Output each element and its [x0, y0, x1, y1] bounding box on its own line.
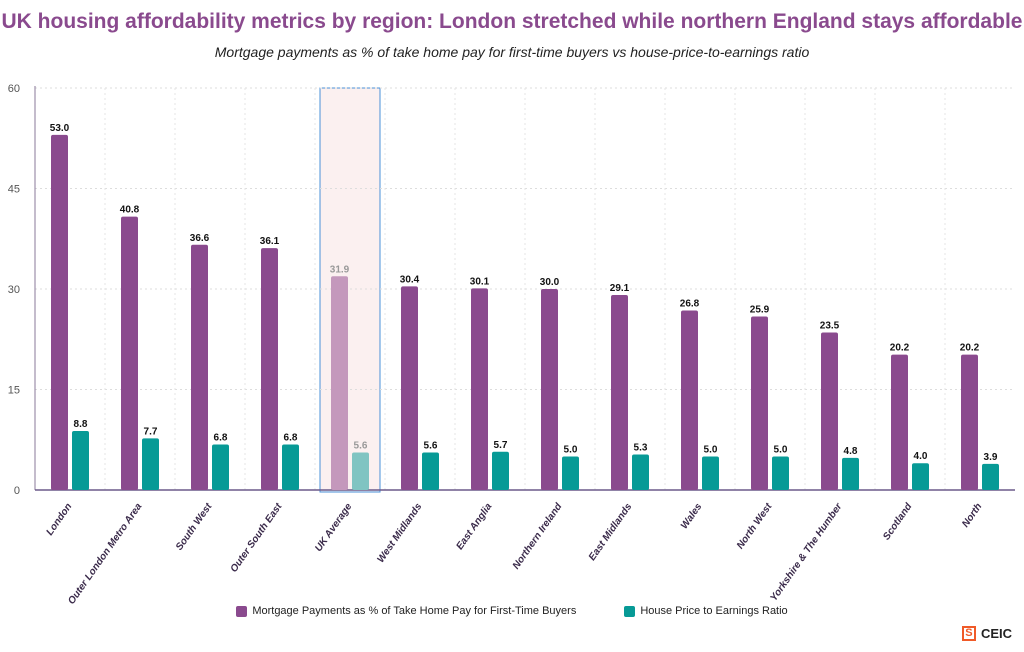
data-label: 5.7: [494, 440, 508, 451]
x-tick-label: UK Average: [313, 501, 355, 554]
bar-mortgage: [611, 295, 628, 490]
bar-ratio: [352, 452, 369, 490]
data-label: 30.1: [470, 276, 490, 287]
data-label: 8.8: [74, 419, 88, 430]
chart-subtitle: Mortgage payments as % of take home pay …: [214, 44, 810, 60]
bar-ratio: [142, 438, 159, 490]
bar-ratio: [212, 444, 229, 490]
bar-mortgage: [891, 354, 908, 490]
legend: Mortgage Payments as % of Take Home Pay …: [0, 605, 1024, 617]
data-label: 5.0: [704, 445, 718, 456]
legend-label: Mortgage Payments as % of Take Home Pay …: [252, 605, 577, 617]
bar-ratio: [632, 454, 649, 490]
bar-ratio: [912, 463, 929, 490]
bar-ratio: [422, 452, 439, 490]
data-label: 5.3: [634, 442, 648, 453]
bar-ratio: [562, 456, 579, 490]
data-label: 36.6: [190, 233, 210, 244]
data-label: 36.1: [260, 236, 280, 247]
data-label: 7.7: [144, 426, 158, 437]
legend-label: House Price to Earnings Ratio: [640, 605, 788, 617]
data-label: 3.9: [984, 452, 998, 463]
x-tick-label: East Anglia: [454, 501, 494, 552]
ceic-logo-icon: S: [961, 626, 976, 641]
data-label: 20.2: [890, 343, 910, 354]
y-tick-label: 45: [8, 184, 20, 196]
data-label: 4.0: [914, 451, 928, 462]
data-label: 5.6: [354, 440, 368, 451]
y-tick-label: 60: [8, 83, 20, 95]
data-label: 6.8: [214, 432, 228, 443]
legend-swatch: [624, 605, 636, 617]
bar-mortgage: [961, 354, 978, 490]
y-tick-label: 15: [8, 385, 20, 397]
x-tick-label: Scotland: [881, 501, 915, 543]
x-tick-label: North: [960, 501, 984, 529]
x-tick-label: South West: [174, 501, 215, 553]
legend-item-ratio[interactable]: House Price to Earnings Ratio: [624, 605, 788, 617]
data-label: 20.2: [960, 343, 980, 354]
bar-ratio: [492, 451, 509, 490]
data-label: 23.5: [820, 321, 840, 332]
bar-mortgage: [121, 216, 138, 490]
data-label: 4.8: [844, 446, 858, 457]
bar-mortgage: [681, 310, 698, 490]
data-label: 30.0: [540, 277, 560, 288]
bar-ratio: [842, 457, 859, 490]
bar-mortgage: [471, 288, 488, 490]
bar-mortgage: [51, 134, 68, 490]
data-label: 40.8: [120, 205, 140, 216]
data-label: 5.0: [564, 445, 578, 456]
x-tick-label: East Midlands: [587, 501, 635, 563]
x-tick-label: North West: [735, 501, 775, 551]
y-tick-label: 0: [14, 485, 20, 497]
bar-mortgage: [331, 276, 348, 490]
bar-mortgage: [821, 332, 838, 490]
chart-title: UK housing affordability metrics by regi…: [1, 10, 1023, 33]
data-label: 25.9: [750, 304, 770, 315]
bar-ratio: [72, 431, 89, 490]
bar-ratio: [772, 456, 789, 490]
x-tick-label: West Midlands: [375, 501, 424, 565]
data-label: 29.1: [610, 283, 630, 294]
x-tick-label: Outer London Metro Area: [66, 501, 145, 607]
bar-mortgage: [261, 248, 278, 490]
x-tick-label: Wales: [679, 501, 705, 531]
legend-item-mortgage[interactable]: Mortgage Payments as % of Take Home Pay …: [236, 605, 576, 617]
x-tick-label: London: [44, 501, 74, 537]
bar-ratio: [702, 456, 719, 490]
ceic-logo: S CEIC: [961, 626, 1012, 641]
bar-mortgage: [751, 316, 768, 490]
logo-text: CEIC: [980, 626, 1012, 641]
data-label: 26.8: [680, 298, 700, 309]
x-tick-label: Northern Ireland: [511, 501, 565, 572]
bar-mortgage: [541, 289, 558, 490]
bar-ratio: [982, 463, 999, 490]
data-label: 30.4: [400, 274, 420, 285]
legend-swatch: [236, 605, 248, 617]
x-tick-label: Outer South East: [229, 501, 285, 575]
data-label: 5.0: [774, 445, 788, 456]
bar-mortgage: [191, 244, 208, 490]
bar-ratio: [282, 444, 299, 490]
y-tick-label: 30: [8, 284, 20, 296]
data-label: 5.6: [424, 440, 438, 451]
highlight-box: [319, 87, 381, 493]
data-label: 53.0: [50, 123, 70, 134]
data-label: 6.8: [284, 432, 298, 443]
bar-mortgage: [401, 286, 418, 490]
x-tick-label: Yorkshire & The Humber: [768, 501, 845, 604]
data-label: 31.9: [330, 264, 350, 275]
